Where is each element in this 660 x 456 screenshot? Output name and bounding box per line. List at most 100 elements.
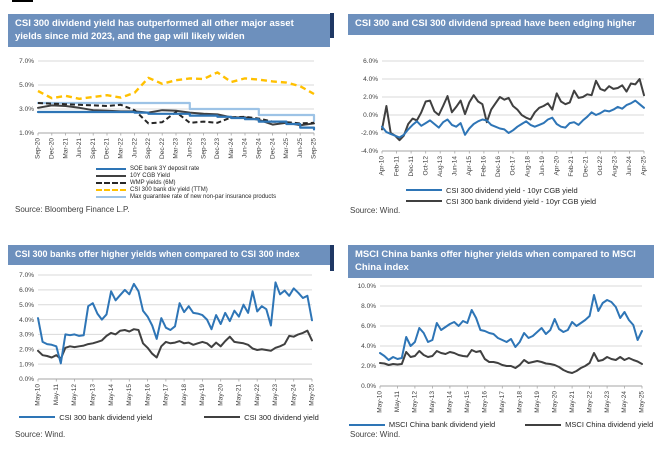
x-axis-tick-label: May-16 — [144, 384, 151, 406]
legend-label: MSCI China bank dividend yield — [388, 420, 496, 430]
data-series-line — [381, 77, 645, 141]
y-axis-tick-label: 7.0% — [19, 272, 34, 279]
x-axis-tick-label: May-16 — [482, 391, 489, 413]
x-axis-tick-label: May-19 — [199, 384, 206, 406]
x-axis-tick-label: Dec-24 — [269, 138, 276, 159]
y-axis-tick-label: 4.0% — [19, 317, 34, 324]
x-axis-tick-label: Mar-22 — [118, 138, 125, 159]
y-axis-tick-label: 5.0% — [19, 302, 34, 309]
x-axis-tick-label: Apr-20 — [553, 155, 560, 175]
data-series-line — [37, 328, 313, 360]
column-edge-mark-top — [330, 13, 334, 38]
x-axis-tick-label: Sep-24 — [256, 138, 263, 159]
page-edge-artifact-top — [12, 0, 33, 2]
panel-csi300-vs-asset-yields: CSI 300 dividend yield has outperformed … — [8, 14, 330, 216]
legend-label: CSI 300 bank div yield (TTM) — [130, 187, 208, 194]
x-axis-tick-label: May-11 — [53, 384, 60, 406]
data-series-line — [381, 99, 645, 139]
chart-legend: MSCI China bank dividend yield MSCI China… — [348, 420, 653, 430]
x-axis-tick-label: Apr-15 — [466, 155, 473, 175]
x-axis-tick-label: Aug-13 — [437, 155, 444, 176]
x-axis-tick-label: May-23 — [272, 384, 279, 406]
x-axis-tick-label: Sep-20 — [35, 138, 42, 159]
legend-swatch-line — [96, 168, 126, 171]
legend-item: CSI 300 bank dividend yield - 10yr CGB y… — [405, 196, 597, 206]
y-axis-tick-label: 4.0% — [361, 343, 376, 350]
legend-item: SOE bank 3Y deposit rate — [96, 166, 199, 172]
x-axis-tick-label: May-12 — [412, 391, 419, 413]
panel-csi300-banks-vs-index: CSI 300 banks offer higher yields when c… — [8, 245, 330, 441]
x-axis-tick-label: Aug-23 — [612, 155, 619, 176]
chart-legend: SOE bank 3Y deposit rate 10Y CGB Yield WMP… — [96, 166, 330, 200]
x-axis-tick-label: Apr-10 — [379, 155, 386, 175]
x-axis-tick-label: Dec-21 — [583, 155, 590, 176]
column-edge-mark-bottom — [330, 245, 334, 271]
x-axis-tick-label: Sep-21 — [90, 138, 97, 159]
line-chart-dividend-spread: -4.0% -2.0% 0.0% 2.0% 4.0% 6.0% Apr-10 Feb-11 De… — [361, 58, 648, 177]
x-axis-tick-label: Jun-23 — [187, 138, 194, 158]
y-axis-tick-label: 2.0% — [363, 94, 378, 101]
x-axis-tick-label: May-25 — [309, 384, 316, 406]
legend-label: SOE bank 3Y deposit rate — [130, 166, 200, 173]
legend-label: CSI 300 bank dividend yield - 10yr CGB y… — [445, 196, 597, 206]
x-axis-tick-label: May-18 — [516, 391, 523, 413]
x-axis-tick-label: May-17 — [499, 391, 506, 413]
y-axis-tick-label: -4.0% — [361, 148, 378, 155]
data-series-line — [37, 281, 313, 365]
x-axis-tick-label: Sep-25 — [311, 138, 318, 159]
x-axis-tick-label: May-12 — [71, 384, 78, 406]
legend-item: MSCI China dividend yield — [525, 420, 653, 429]
panel-title: CSI 300 and CSI 300 dividend spread have… — [348, 14, 654, 35]
x-axis-tick-label: Dec-16 — [495, 155, 502, 176]
legend-label: WMP yields (6M) — [130, 180, 176, 187]
x-axis-tick-label: May-22 — [586, 391, 593, 413]
x-axis-tick-label: Sep-22 — [145, 138, 152, 159]
panel-title: CSI 300 dividend yield has outperformed … — [8, 14, 330, 48]
y-axis-tick-label: 4.0% — [363, 76, 378, 83]
x-axis-tick-label: May-14 — [108, 384, 115, 406]
y-axis-tick-label: 2.0% — [19, 346, 34, 353]
legend-item: WMP yields (6M) — [96, 180, 176, 186]
y-axis-tick-label: 2.0% — [361, 363, 376, 370]
y-axis-tick-label: 0.0% — [363, 112, 378, 119]
x-axis-tick-label: May-10 — [35, 384, 42, 406]
x-axis-tick-label: May-14 — [447, 391, 454, 413]
x-axis-tick-label: Aug-18 — [524, 155, 531, 176]
x-axis-tick-label: May-13 — [429, 391, 436, 413]
x-axis-tick-label: Jun-14 — [452, 155, 459, 175]
x-axis-tick-label: Jun-21 — [76, 138, 83, 158]
x-axis-tick-label: Mar-25 — [283, 138, 290, 159]
panel-msci-china-banks-vs-index: MSCI China banks offer higher yields whe… — [348, 245, 654, 441]
x-axis-tick-label: May-13 — [90, 384, 97, 406]
y-axis-tick-label: 1.0% — [19, 130, 34, 137]
x-axis-tick-label: Jun-25 — [297, 138, 304, 158]
x-axis-tick-label: May-24 — [290, 384, 297, 406]
legend-item: CSI 300 dividend yield — [204, 413, 319, 422]
chart-legend: CSI 300 dividend yield - 10yr CGB yield C… — [405, 186, 597, 206]
line-chart-csi300-banks: 0.0% 1.0% 2.0% 3.0% 4.0% 5.0% 6.0% 7.0% May-10 Ma… — [19, 272, 316, 406]
x-axis-tick-label: May-21 — [236, 384, 243, 406]
chart-legend: CSI 300 bank dividend yield CSI 300 divid… — [19, 413, 319, 422]
panel-dividend-spread: CSI 300 and CSI 300 dividend spread have… — [348, 14, 654, 216]
panel-title: CSI 300 banks offer higher yields when c… — [8, 245, 330, 265]
legend-item: CSI 300 dividend yield - 10yr CGB yield — [405, 186, 578, 195]
legend-item: CSI 300 bank div yield (TTM) — [96, 187, 208, 193]
y-axis-tick-label: 8.0% — [361, 303, 376, 310]
legend-swatch-line — [96, 182, 126, 185]
legend-swatch-line — [348, 423, 385, 426]
x-axis-tick-label: Mar-23 — [173, 138, 180, 159]
x-axis-tick-label: May-25 — [639, 391, 646, 413]
data-series-line — [37, 102, 315, 125]
x-axis-tick-label: May-11 — [394, 391, 401, 413]
legend-label: CSI 300 dividend yield — [244, 412, 319, 422]
y-axis-tick-label: 1.0% — [19, 361, 34, 368]
y-axis-tick-label: 6.0% — [361, 323, 376, 330]
legend-swatch-line — [525, 423, 562, 426]
legend-item: 10Y CGB Yield — [96, 173, 170, 179]
line-chart-asset-yields: 1.0% 3.0% 5.0% 7.0% Sep-20 Dec-20 Mar-21 Jun-21… — [19, 58, 318, 159]
x-axis-tick-label: Jun-19 — [539, 155, 546, 175]
legend-label: MSCI China dividend yield — [565, 420, 654, 430]
x-axis-tick-label: Jun-24 — [242, 138, 249, 158]
legend-swatch-line — [405, 189, 442, 192]
x-axis-tick-label: May-22 — [254, 384, 261, 406]
